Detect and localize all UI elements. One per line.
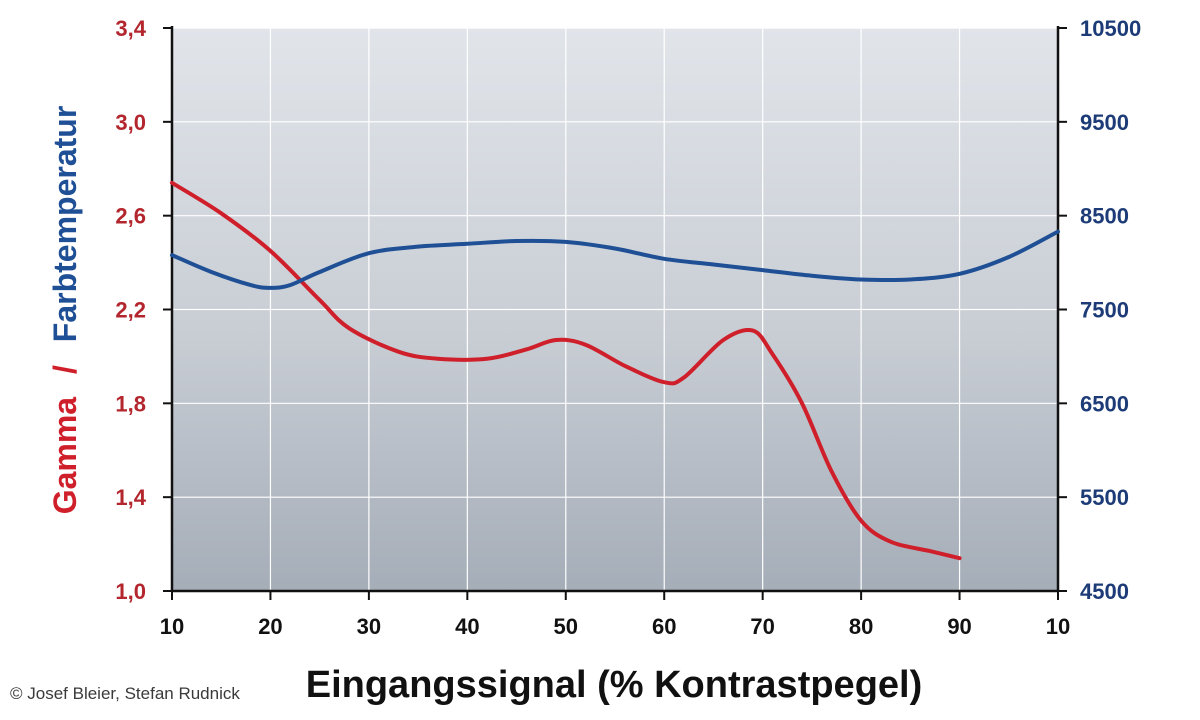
- right-tick-label: 9500: [1080, 110, 1129, 135]
- left-tick-label: 2,6: [115, 204, 146, 229]
- left-tick-label: 1,8: [115, 391, 146, 416]
- x-tick-label: 20: [258, 614, 282, 639]
- right-tick-label: 7500: [1080, 298, 1129, 323]
- right-tick-label: 4500: [1080, 579, 1129, 604]
- y-axis-label-gamma: Gamma: [47, 397, 83, 515]
- y-axis-label-separator: /: [47, 365, 83, 374]
- x-tick-label: 80: [849, 614, 873, 639]
- right-tick-label: 6500: [1080, 391, 1129, 416]
- left-tick-label: 2,2: [115, 298, 146, 323]
- farbtemperatur-series-line: [170, 229, 1060, 290]
- x-tick-label: 90: [947, 614, 971, 639]
- x-tick-label: 10: [160, 614, 184, 639]
- y-axis-label-group: Gamma / Farbtemperatur: [47, 106, 83, 515]
- axes: [163, 26, 1067, 600]
- right-tick-label: 5500: [1080, 485, 1129, 510]
- ticks: 1,0 1,4 1,8 2,2 2,6 3,0 3,4 4500 5500 6500 7500 850…: [115, 16, 1141, 639]
- right-tick-label: 10500: [1080, 16, 1141, 41]
- left-tick-label: 1,4: [115, 485, 146, 510]
- x-tick-label: 70: [750, 614, 774, 639]
- x-tick-label: 50: [554, 614, 578, 639]
- left-tick-label: 3,0: [115, 110, 146, 135]
- copyright-credit: © Josef Bleier, Stefan Rudnick: [10, 684, 240, 703]
- gamma-series-line: [170, 180, 962, 561]
- right-tick-label: 8500: [1080, 204, 1129, 229]
- x-tick-label: 60: [652, 614, 676, 639]
- series-group: [170, 180, 1060, 561]
- left-tick-label: 3,4: [115, 16, 146, 41]
- x-tick-label: 30: [357, 614, 381, 639]
- x-tick-label: 40: [455, 614, 479, 639]
- x-tick-label: 10: [1046, 614, 1070, 639]
- x-axis-label: Eingangssignal (% Kontrastpegel): [306, 664, 923, 706]
- y-axis-label-farbtemperatur: Farbtemperatur: [47, 106, 83, 343]
- left-tick-label: 1,0: [115, 579, 146, 604]
